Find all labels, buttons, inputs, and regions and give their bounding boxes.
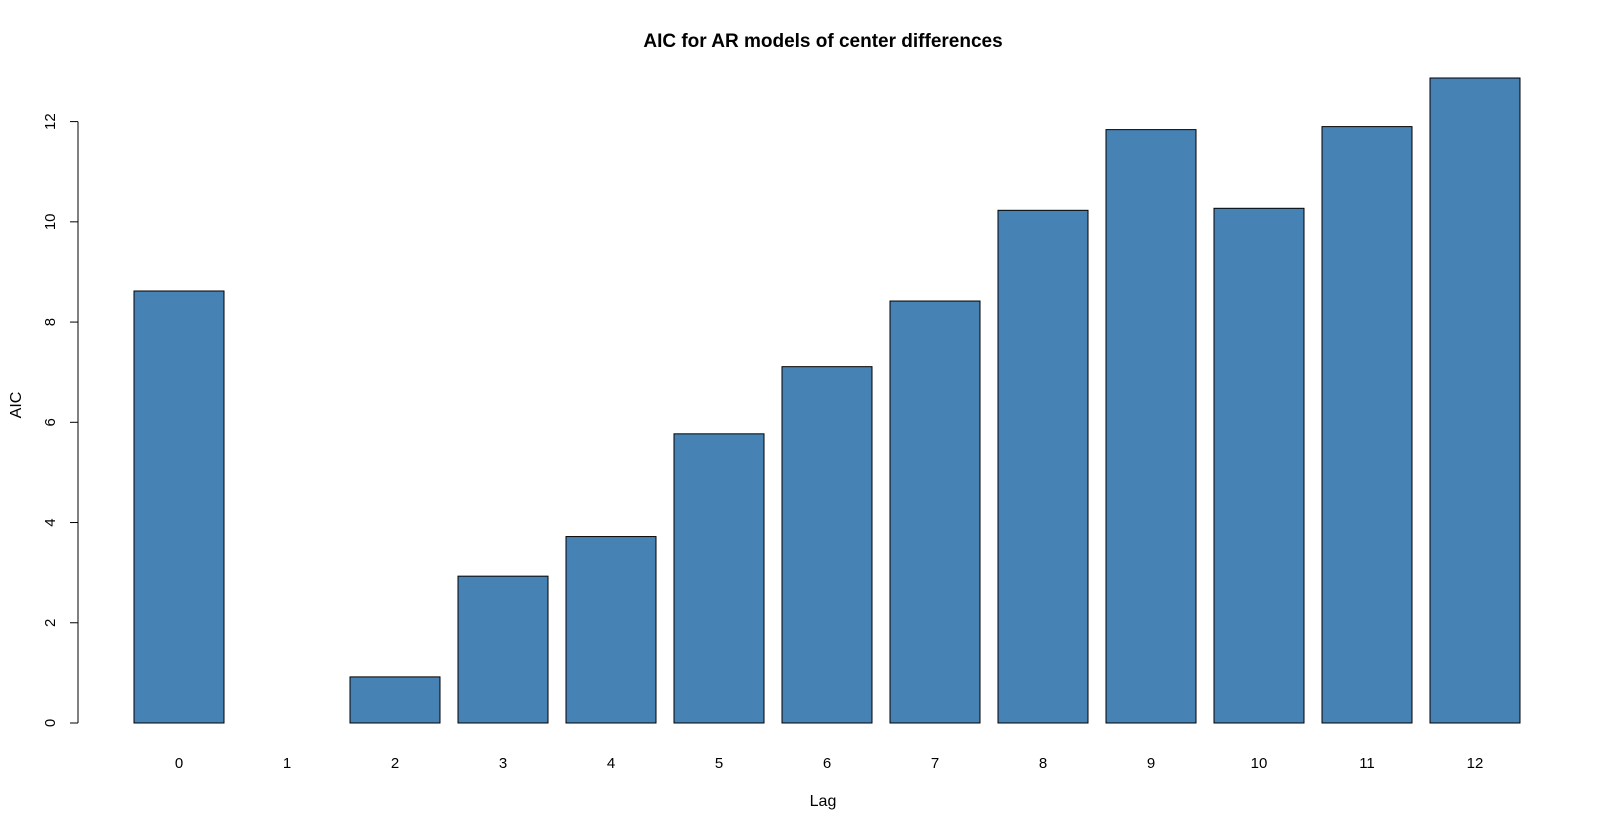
bar-lag-10 [1213,207,1305,724]
y-tick-label: 12 [42,113,59,130]
bar-lag-6 [781,366,873,724]
x-tick-label: 9 [1147,755,1155,772]
bars-group [133,77,1521,724]
y-tick-label: 6 [42,418,59,426]
y-tick-label: 10 [42,213,59,230]
y-axis: 0 2 4 6 8 10 12 [42,113,79,727]
bar-lag-12 [1429,77,1521,724]
bar-lag-8 [997,209,1089,724]
bar-lag-7 [889,300,981,724]
y-tick-label: 2 [42,619,59,627]
x-tick-labels: 0 1 2 3 4 5 6 7 8 9 10 11 12 [175,755,1484,772]
bar-lag-11 [1321,126,1413,724]
chart-title: AIC for AR models of center differences [643,31,1002,52]
x-tick-label: 5 [715,755,723,772]
x-tick-label: 7 [931,755,939,772]
x-tick-label: 0 [175,755,183,772]
x-tick-label: 8 [1039,755,1047,772]
x-tick-label: 10 [1251,755,1268,772]
y-tick-label: 4 [42,518,59,526]
y-tick-label: 0 [42,719,59,727]
x-tick-label: 2 [391,755,399,772]
bar-lag-9 [1105,129,1197,724]
bar-lag-0 [133,290,225,724]
x-tick-label: 12 [1467,755,1484,772]
y-axis-label: AIC [8,392,25,419]
x-tick-label: 6 [823,755,831,772]
x-tick-label: 4 [607,755,615,772]
bar-lag-5 [673,433,765,724]
x-tick-label: 3 [499,755,507,772]
bar-lag-4 [565,536,657,724]
x-tick-label: 11 [1359,755,1375,772]
x-tick-label: 1 [283,755,291,772]
bar-lag-3 [457,575,549,724]
y-tick-label: 8 [42,318,59,326]
x-axis-label: Lag [810,793,837,810]
bar-lag-2 [349,676,441,724]
